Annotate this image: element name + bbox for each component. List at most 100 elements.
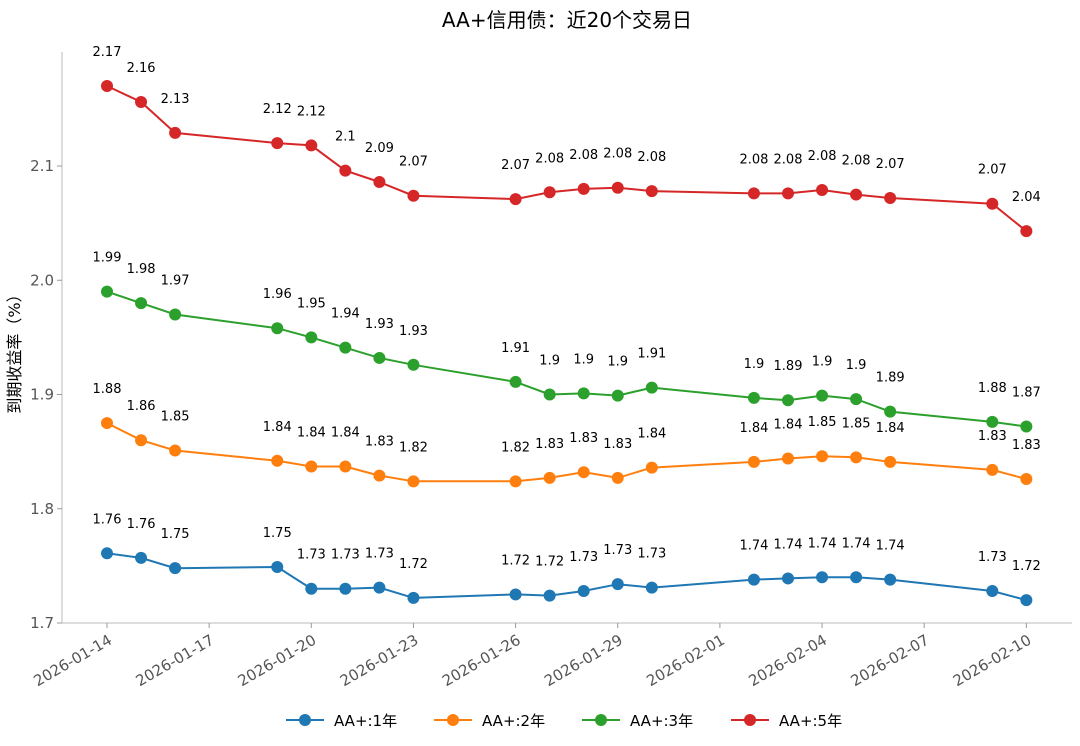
data-label: 2.1 [335,130,356,145]
data-label: 2.12 [263,102,292,117]
data-label: 1.98 [127,262,156,277]
data-point [850,188,863,201]
legend-marker [744,714,756,726]
data-point [339,164,352,177]
data-label: 2.08 [842,154,871,169]
data-label: 1.72 [1012,559,1041,574]
legend-item: AA+:1年 [286,712,397,730]
data-label: 1.73 [331,548,360,563]
data-label: 1.85 [161,409,190,424]
data-point [271,322,284,335]
data-point [339,341,352,354]
data-point [509,375,522,388]
data-point [407,358,420,371]
data-point [611,181,624,194]
data-point [169,126,182,139]
data-point [884,573,897,586]
data-point [816,450,829,463]
data-label: 2.08 [774,152,803,167]
x-tick-label: 2026-01-23 [337,631,422,690]
data-point [373,175,386,188]
data-point [747,455,760,468]
data-point [101,417,113,430]
data-label: 1.73 [603,543,632,558]
data-label: 1.84 [637,427,666,442]
data-label: 1.73 [978,550,1007,565]
data-label: 2.16 [127,61,156,76]
data-label: 1.94 [331,307,360,322]
data-label: 1.99 [93,251,122,266]
data-point [543,388,556,401]
data-point [577,585,590,598]
data-point [611,578,624,591]
data-label: 1.84 [331,425,360,440]
data-label: 1.9 [607,355,628,370]
data-label: 1.73 [637,547,666,562]
data-point [509,475,522,488]
series-AA+:5年 [101,80,1033,238]
data-label: 1.9 [812,355,833,370]
data-label: 1.72 [501,553,530,568]
series-layer [101,80,1033,607]
data-label: 1.84 [774,417,803,432]
x-tick-label: 2026-01-14 [30,631,115,690]
data-label: 1.83 [603,437,632,452]
x-tick-label: 2026-02-01 [643,631,728,690]
legend-label: AA+:5年 [779,712,842,730]
data-label: 1.72 [535,555,564,570]
data-label: 1.82 [399,440,428,455]
data-label: 1.86 [127,399,156,414]
data-label: 2.12 [297,104,326,119]
data-point [339,582,352,595]
data-point [986,415,999,428]
series-AA+:3年 [101,285,1033,433]
data-point [169,308,182,321]
data-point [986,463,999,476]
data-point [135,297,148,310]
data-label: 1.82 [501,440,530,455]
data-label: 1.84 [263,420,292,435]
data-point [543,471,556,484]
y-tick-label: 1.7 [30,614,54,632]
x-tick-label: 2026-02-04 [746,631,831,690]
data-label: 1.76 [127,517,156,532]
x-tick-label: 2026-01-29 [541,631,626,690]
data-label: 1.75 [263,526,292,541]
data-label: 1.85 [808,415,837,430]
y-tick-label: 2.0 [30,271,54,289]
data-point [986,197,999,210]
data-point [305,139,318,152]
data-label: 1.83 [535,437,564,452]
data-point [645,581,658,594]
data-point [101,80,113,93]
data-label: 1.93 [365,317,394,332]
data-label: 1.74 [876,539,905,554]
data-labels: 1.76 1.76 1.75 1.75 1.73 1.73 1.73 1.72 1.72 1.72… [93,45,1041,574]
data-label: 2.07 [876,157,905,172]
data-point [1020,594,1033,607]
data-label: 2.08 [569,148,598,163]
legend-marker [595,714,607,726]
data-label: 1.9 [573,352,594,367]
data-point [782,394,794,407]
data-point [543,589,556,602]
x-tick-label: 2026-01-17 [133,631,218,690]
data-label: 2.08 [637,150,666,165]
data-label: 1.72 [399,557,428,572]
x-tick-label: 2026-02-07 [848,631,933,690]
data-label: 2.17 [93,45,122,60]
data-label: 1.84 [876,421,905,436]
legend-marker [447,714,459,726]
data-label: 1.84 [297,425,326,440]
data-point [509,588,522,601]
data-label: 1.91 [501,341,530,356]
data-point [509,193,522,206]
data-label: 2.08 [808,149,837,164]
data-point [373,581,386,594]
data-label: 2.07 [978,163,1007,178]
data-point [1020,473,1033,486]
data-point [782,187,794,200]
data-point [407,475,420,488]
data-point [271,561,284,574]
data-label: 2.08 [603,147,632,162]
